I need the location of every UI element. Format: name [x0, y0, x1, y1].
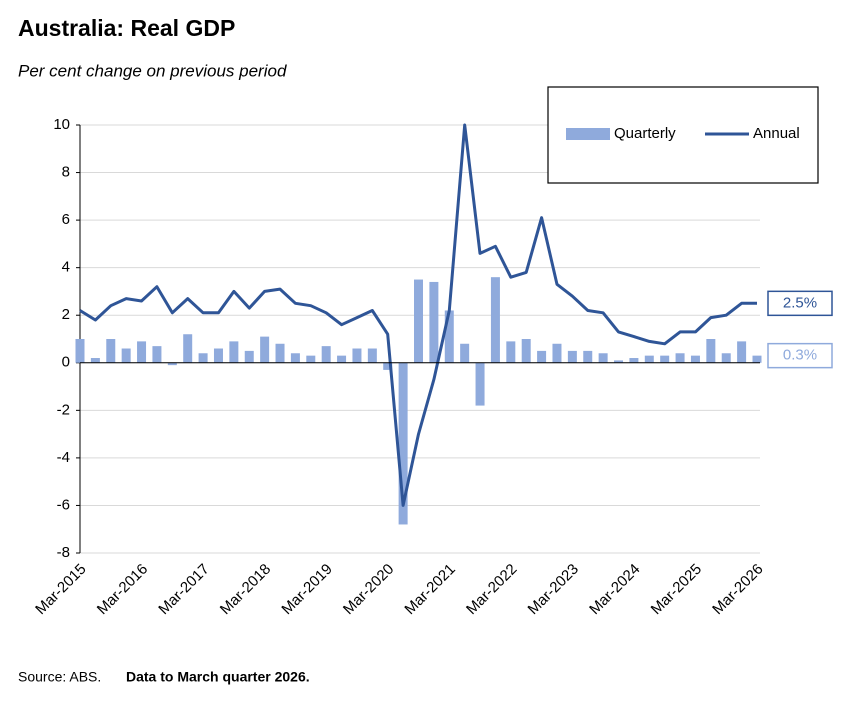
- bar: [290, 353, 300, 363]
- bar: [460, 343, 470, 363]
- bar: [521, 339, 531, 363]
- bar: [429, 281, 439, 363]
- bar: [598, 353, 608, 363]
- bar: [752, 355, 762, 363]
- bar: [537, 350, 547, 363]
- bar: [398, 362, 408, 525]
- bar: [583, 350, 593, 363]
- bar: [75, 339, 85, 363]
- bar: [490, 277, 500, 363]
- bar: [567, 350, 577, 363]
- bar: [213, 348, 223, 363]
- x-tick-label: Mar-2016: [94, 561, 151, 618]
- y-tick-label: -4: [57, 449, 70, 466]
- x-tick-label: Mar-2024: [586, 561, 643, 618]
- x-tick-label: Mar-2022: [463, 561, 520, 618]
- bar: [352, 348, 362, 363]
- bar: [198, 353, 208, 363]
- bar: [137, 341, 147, 363]
- bar: [121, 348, 131, 363]
- x-tick-label: Mar-2015: [32, 561, 89, 618]
- label-box: [767, 290, 833, 317]
- legend-swatch: [566, 128, 610, 140]
- bar: [90, 358, 100, 363]
- bar: [675, 353, 685, 363]
- bar: [644, 355, 654, 363]
- bar: [337, 355, 347, 363]
- x-tick-label: Mar-2019: [278, 561, 335, 618]
- bar: [152, 346, 162, 363]
- bar: [475, 362, 485, 406]
- y-tick-label: 2: [62, 306, 70, 323]
- bar: [229, 341, 239, 363]
- bar: [552, 343, 562, 363]
- x-tick-label: Mar-2026: [709, 561, 766, 618]
- x-tick-label: Mar-2025: [648, 561, 705, 618]
- legend-label: Annual: [753, 125, 800, 142]
- bar: [167, 362, 177, 366]
- y-tick-label: 4: [62, 259, 70, 276]
- y-tick-label: 0: [62, 354, 70, 371]
- bar: [614, 360, 624, 363]
- y-tick-label: -8: [57, 544, 70, 561]
- y-tick-label: 8: [62, 164, 70, 181]
- bar: [244, 350, 254, 363]
- y-tick-label: 10: [53, 116, 70, 133]
- label-box: [767, 342, 833, 369]
- chart-subtitle: Per cent change on previous period: [18, 61, 287, 80]
- bar: [506, 341, 516, 363]
- bar: [183, 334, 193, 363]
- bar: [737, 341, 747, 363]
- bar: [706, 339, 716, 363]
- source: Source: ABS.: [18, 669, 101, 685]
- x-tick-label: Mar-2023: [525, 561, 582, 618]
- legend-label: Quarterly: [614, 125, 676, 142]
- data-label: 2.5%: [783, 294, 817, 311]
- bar: [260, 336, 270, 363]
- bar: [321, 346, 331, 363]
- bar: [414, 279, 423, 363]
- bar: [106, 339, 116, 363]
- x-tick-label: Mar-2021: [401, 561, 458, 618]
- x-tick-label: Mar-2020: [340, 561, 397, 618]
- x-tick-label: Mar-2018: [217, 561, 274, 618]
- y-tick-label: -2: [57, 401, 70, 418]
- bar: [367, 348, 377, 363]
- bar: [629, 358, 639, 363]
- bar: [383, 362, 393, 370]
- y-tick-label: 6: [62, 211, 70, 228]
- data-label: 0.3%: [783, 347, 817, 364]
- y-tick-label: -6: [57, 496, 70, 513]
- bar: [444, 310, 454, 363]
- chart-title: Australia: Real GDP: [18, 15, 235, 41]
- bar: [690, 355, 700, 363]
- bar: [721, 353, 731, 363]
- bar: [275, 343, 285, 363]
- bar: [306, 355, 316, 363]
- line: [79, 123, 757, 507]
- x-tick-label: Mar-2017: [155, 561, 212, 618]
- bar: [660, 355, 670, 363]
- note: Data to March quarter 2026.: [126, 669, 310, 685]
